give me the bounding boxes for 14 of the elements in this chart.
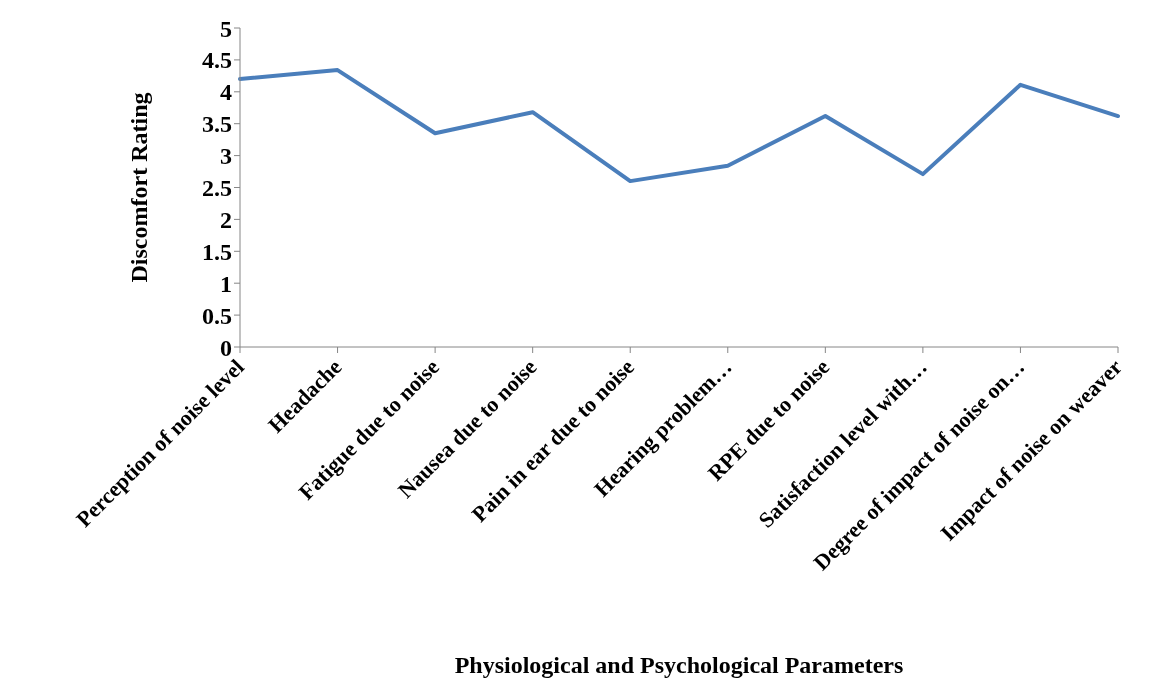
line-series [238, 68, 1120, 184]
y-tick-label: 0.5 [202, 302, 232, 329]
y-tick-label: 2 [220, 206, 232, 233]
y-tick-label: 5 [220, 15, 232, 42]
y-tick-label: 4.5 [202, 47, 232, 74]
y-tick-label: 2.5 [202, 175, 232, 202]
x-axis-title: Physiological and Psychological Parameters [454, 652, 904, 678]
y-tick-label: 3 [220, 143, 232, 170]
y-tick-label: 0 [220, 334, 232, 361]
y-tick-label: 3.5 [202, 111, 232, 138]
y-tick-label: 4 [220, 79, 232, 106]
y-tick-label: 1 [220, 270, 232, 297]
y-tick-label: 1.5 [202, 238, 232, 265]
y-axis-title: Discomfort Rating [125, 92, 152, 283]
